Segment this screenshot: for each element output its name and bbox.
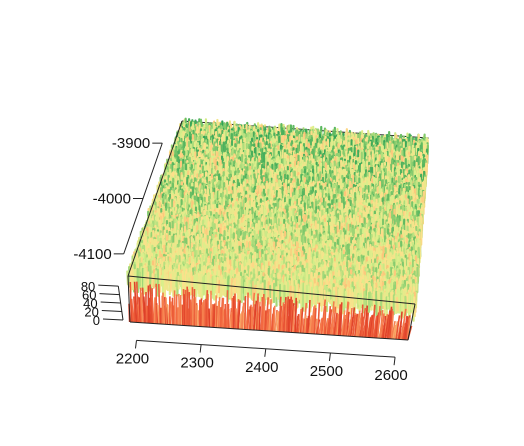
- terrain-surface: [126, 117, 430, 341]
